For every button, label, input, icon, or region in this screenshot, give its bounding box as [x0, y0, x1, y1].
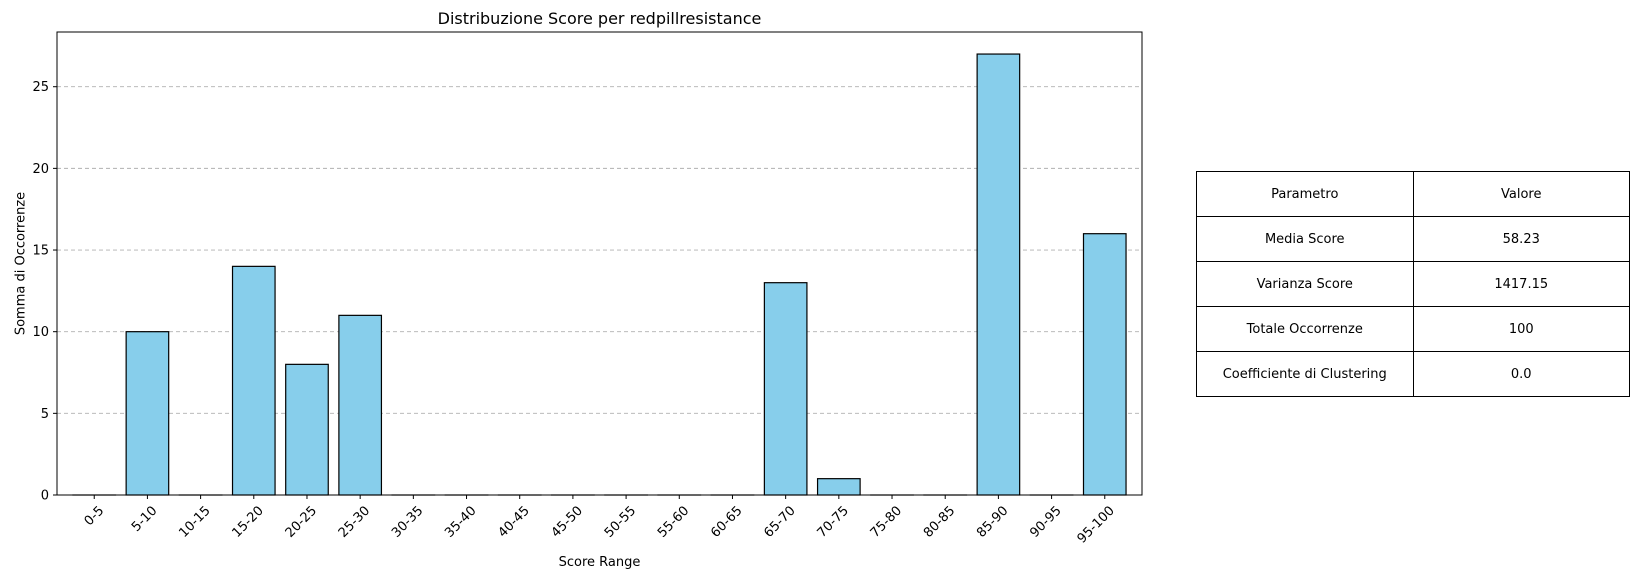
- bar-70-75: [816, 478, 861, 496]
- y-axis-ticks: 0 5 10 15 20 25: [32, 80, 57, 504]
- x-tick-label: 25-30: [336, 503, 373, 540]
- table-row: Coefficiente di Clustering 0.0: [1196, 351, 1630, 397]
- x-tick-label: 5-10: [129, 503, 160, 534]
- x-axis-title: Score Range: [559, 555, 641, 570]
- x-tick-label: 30-35: [389, 503, 426, 540]
- x-tick-label: 40-45: [495, 503, 532, 540]
- x-tick-label: 80-85: [921, 503, 958, 540]
- bars: [72, 53, 1127, 496]
- x-tick-label: 45-50: [549, 503, 586, 540]
- x-tick-label: 75-80: [868, 503, 905, 540]
- y-tick-label: 10: [32, 325, 49, 340]
- grid-lines: [57, 86, 1142, 414]
- stats-table: Parametro Valore Media Score 58.23 Varianza …: [1196, 171, 1630, 397]
- x-tick-label: 65-70: [761, 503, 798, 540]
- x-tick-label: 20-25: [283, 503, 320, 540]
- bar-5-10: [125, 331, 170, 496]
- table-cell-parameter: Coefficiente di Clustering: [1196, 351, 1414, 397]
- table-header-row: Parametro Valore: [1196, 171, 1630, 217]
- table-cell-value: 0.0: [1412, 351, 1630, 397]
- x-tick-label: 15-20: [230, 503, 267, 540]
- bar-15-20: [231, 265, 276, 496]
- y-tick-label: 5: [41, 407, 49, 422]
- x-tick-label: 50-55: [602, 503, 639, 540]
- bar-65-70: [763, 282, 808, 496]
- x-tick-label: 10-15: [176, 503, 213, 540]
- y-tick-label: 0: [41, 489, 49, 504]
- table-cell-parameter: Varianza Score: [1196, 261, 1414, 307]
- x-tick-label: 95-100: [1075, 503, 1118, 546]
- table-cell-value: 58.23: [1412, 216, 1630, 262]
- table-cell-parameter: Totale Occorrenze: [1196, 306, 1414, 352]
- chart-title: Distribuzione Score per redpillresistanc…: [438, 9, 762, 28]
- x-tick-label: 35-40: [442, 503, 479, 540]
- bar-20-25: [285, 363, 329, 496]
- bar-85-90: [976, 53, 1021, 496]
- table-row: Totale Occorrenze 100: [1196, 306, 1630, 352]
- x-tick-label: 90-95: [1027, 503, 1064, 540]
- table-cell-value: 1417.15: [1412, 261, 1630, 307]
- x-tick-label: 55-60: [655, 503, 692, 540]
- x-tick-label: 70-75: [815, 503, 852, 540]
- table-cell-parameter: Media Score: [1196, 216, 1414, 262]
- y-axis-title: Somma di Occorrenze: [14, 192, 29, 335]
- bar-95-100: [1082, 233, 1127, 496]
- y-tick-label: 25: [32, 80, 49, 95]
- table-cell-value: Valore: [1412, 171, 1630, 217]
- x-tick-label: 60-65: [708, 503, 745, 540]
- table-row: Media Score 58.23: [1196, 216, 1630, 262]
- plot-frame: [56, 31, 1143, 496]
- x-axis-ticks: 0-5 5-10 10-15 15-20 20-25 25-30 30-35 35-40 40-…: [82, 495, 1118, 547]
- y-tick-label: 15: [32, 244, 49, 259]
- y-tick-label: 20: [32, 162, 49, 177]
- table-cell-value: 100: [1412, 306, 1630, 352]
- table-row: Varianza Score 1417.15: [1196, 261, 1630, 307]
- x-tick-label: 85-90: [974, 503, 1011, 540]
- table-cell-parameter: Parametro: [1196, 171, 1414, 217]
- x-tick-label: 0-5: [82, 503, 108, 529]
- bar-25-30: [338, 314, 383, 496]
